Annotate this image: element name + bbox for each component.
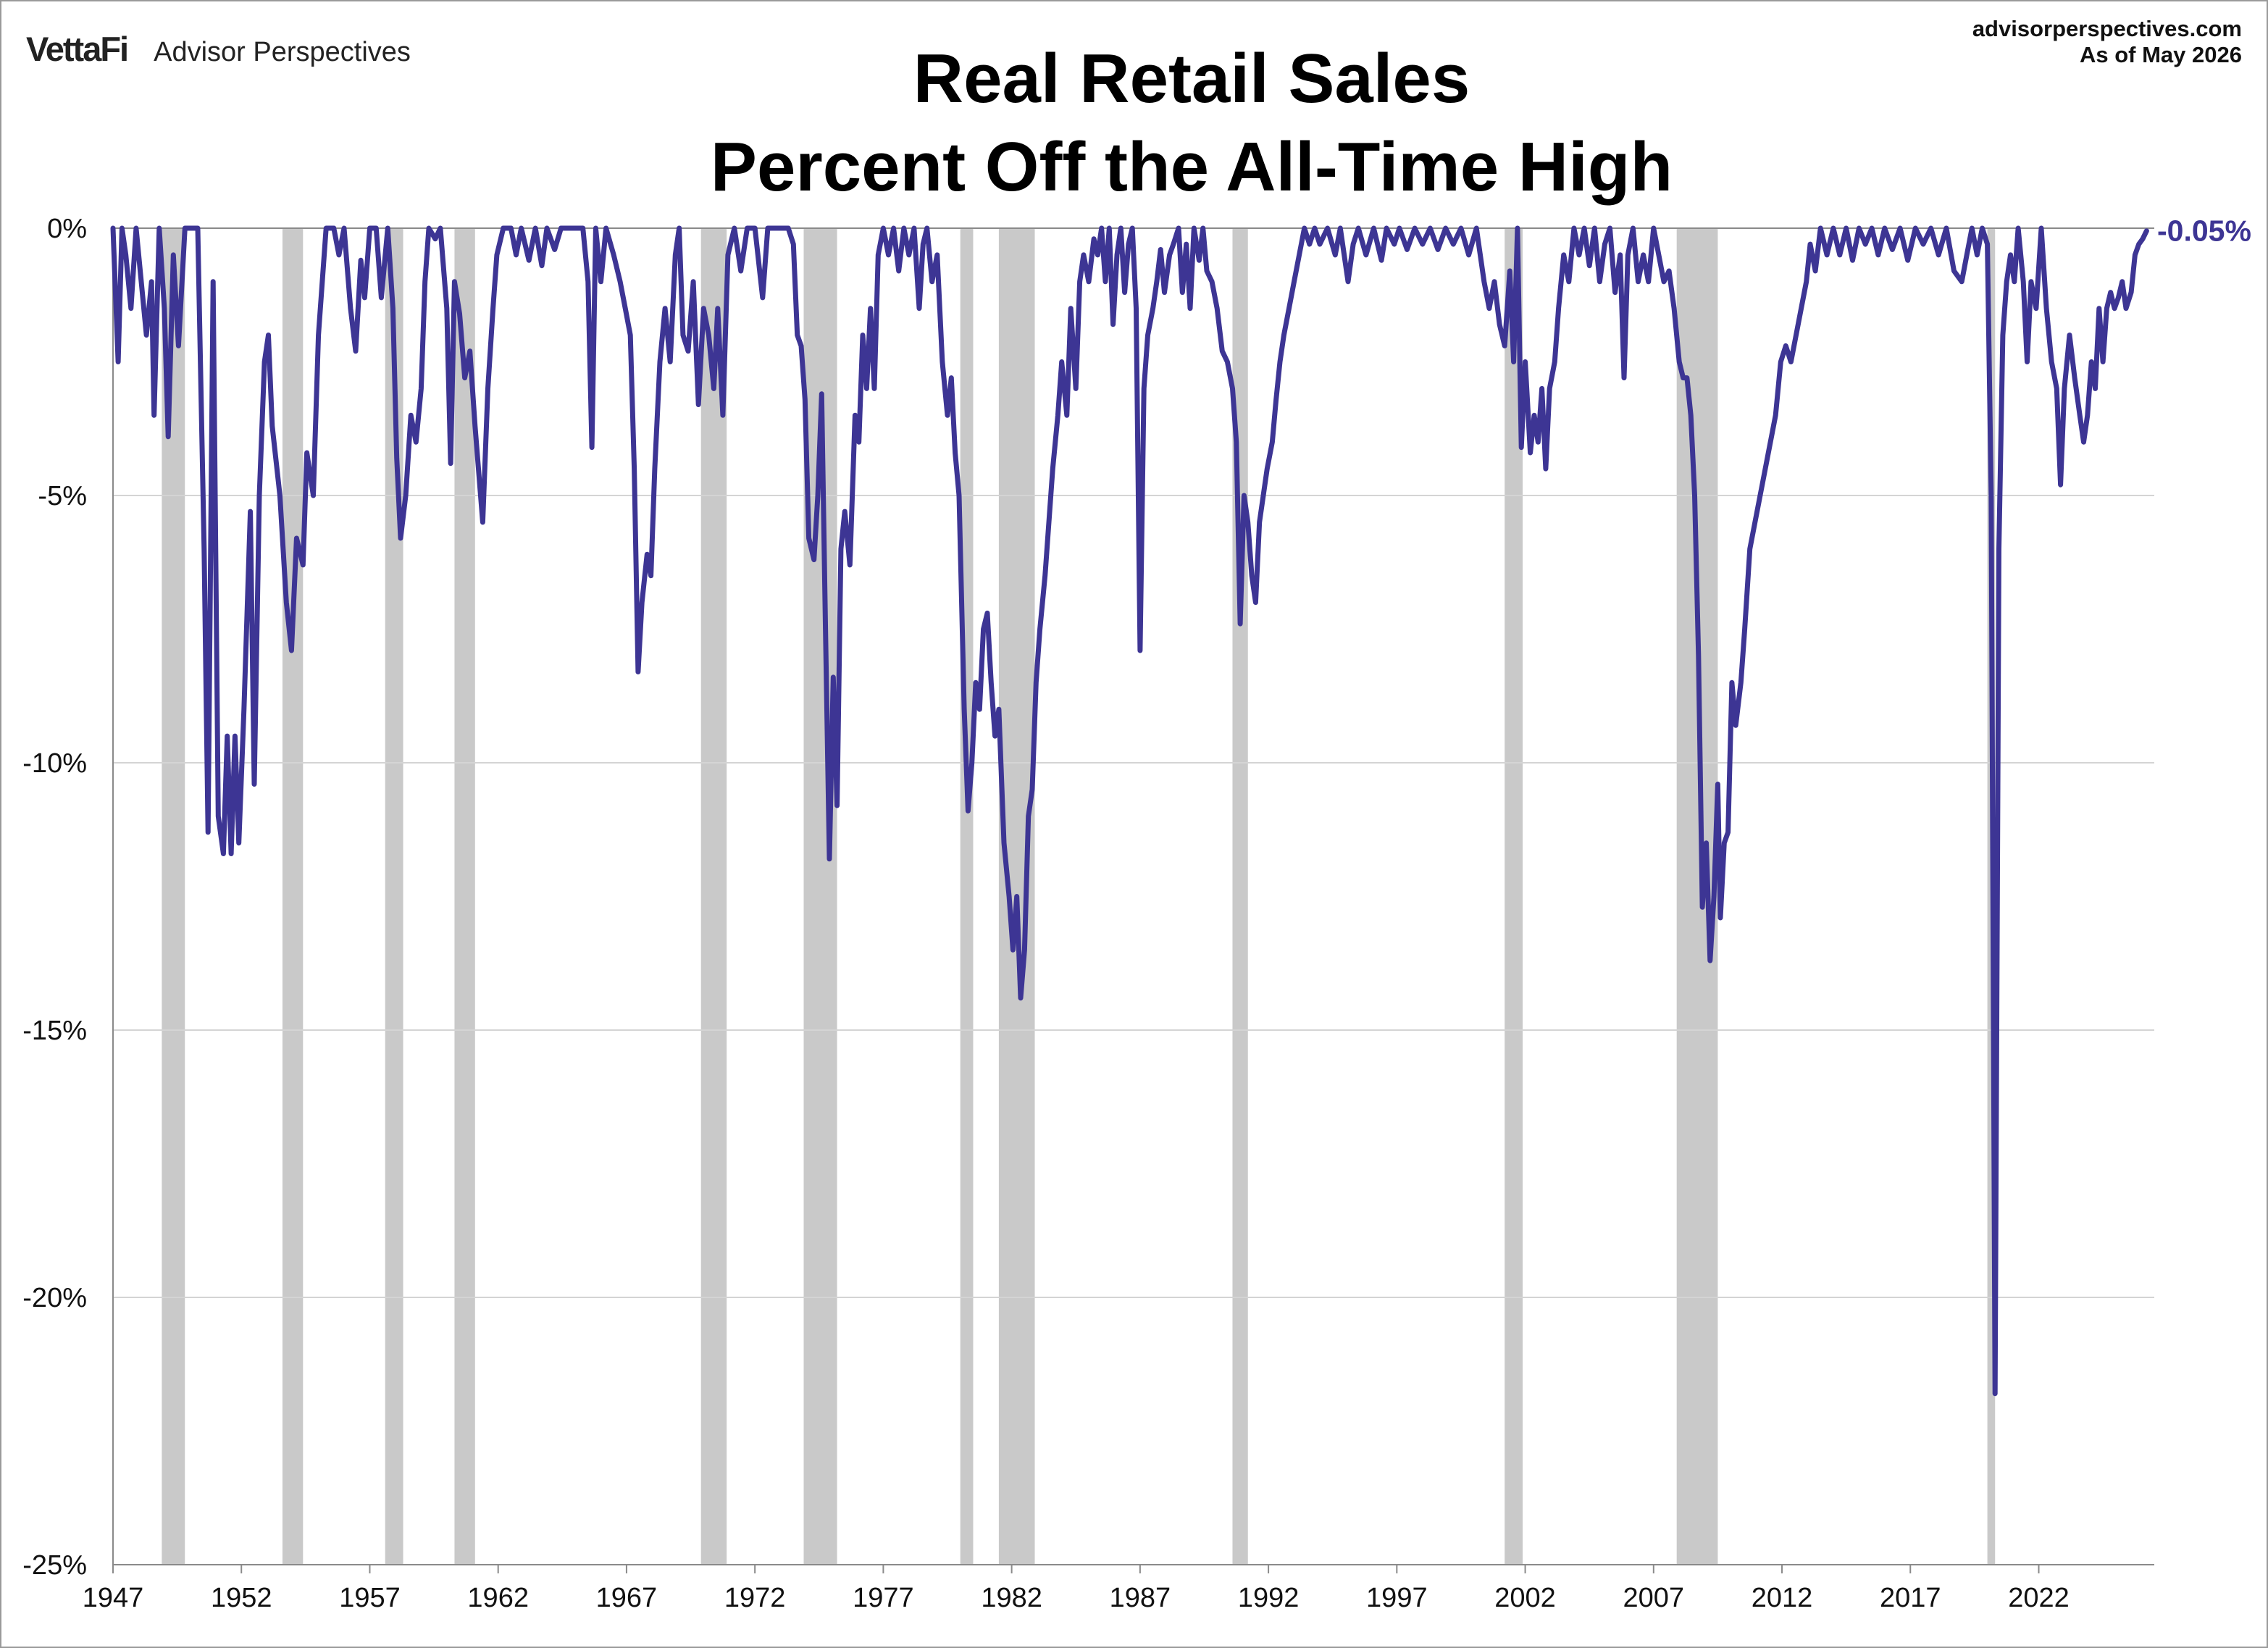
brand-name: Advisor Perspectives bbox=[154, 37, 411, 67]
x-tick-label: 2002 bbox=[1494, 1583, 1556, 1613]
recession-band bbox=[700, 228, 727, 1565]
x-tick-label: 2017 bbox=[1880, 1583, 1941, 1613]
x-tick-label: 1947 bbox=[83, 1583, 144, 1613]
series-line bbox=[110, 225, 2149, 1397]
last-value-label: -0.05% bbox=[2157, 214, 2251, 248]
x-tick-label: 2012 bbox=[1752, 1583, 1813, 1613]
x-tick-label: 1952 bbox=[211, 1583, 272, 1613]
x-tick-label: 2007 bbox=[1623, 1583, 1685, 1613]
x-tick-label: 1992 bbox=[1238, 1583, 1300, 1613]
recession-bands bbox=[162, 228, 1996, 1565]
chart-title-line-1: Real Retail Sales bbox=[913, 40, 1470, 117]
x-tick-label: 1977 bbox=[853, 1583, 914, 1613]
tick-labels: 0% -5% -10% -15% -20% -25%1947 1952 1957 1962 196… bbox=[22, 214, 2251, 1613]
x-tick-label: 1982 bbox=[981, 1583, 1042, 1613]
gridlines bbox=[113, 495, 2154, 1565]
as-of-date: As of May 2026 bbox=[2080, 42, 2242, 67]
y-tick-label: -25% bbox=[22, 1550, 87, 1581]
recession-band bbox=[282, 228, 304, 1565]
x-tick-label: 1962 bbox=[467, 1583, 529, 1613]
y-tick-label: -10% bbox=[22, 748, 87, 779]
recession-band bbox=[1505, 228, 1523, 1565]
y-tick-label: -15% bbox=[22, 1016, 87, 1046]
chart-title: Real Retail Sales Percent Off the All-Ti… bbox=[0, 35, 2268, 212]
x-tick-label: 1987 bbox=[1110, 1583, 1171, 1613]
y-tick-label: -5% bbox=[38, 481, 87, 511]
recession-band bbox=[1676, 228, 1718, 1565]
series-line-layer bbox=[110, 225, 2149, 1397]
x-tick-label: 1997 bbox=[1366, 1583, 1428, 1613]
chart-title-line-2: Percent Off the All-Time High bbox=[710, 128, 1673, 206]
x-tick-label: 1972 bbox=[724, 1583, 786, 1613]
recession-band bbox=[454, 228, 475, 1565]
brand-header: VettaFi Advisor Perspectives bbox=[26, 29, 411, 72]
site-url: advisorperspectives.com bbox=[1972, 16, 2242, 41]
site-info: advisorperspectives.com As of May 2026 bbox=[1972, 16, 2242, 68]
x-tick-label: 2022 bbox=[2008, 1583, 2070, 1613]
recession-band bbox=[162, 228, 185, 1565]
recession-band bbox=[960, 228, 974, 1565]
x-tick-label: 1957 bbox=[339, 1583, 401, 1613]
y-tick-label: -20% bbox=[22, 1283, 87, 1313]
y-tick-label: 0% bbox=[47, 214, 87, 244]
vettafi-logo: VettaFi bbox=[26, 30, 129, 68]
x-tick-label: 1967 bbox=[596, 1583, 658, 1613]
